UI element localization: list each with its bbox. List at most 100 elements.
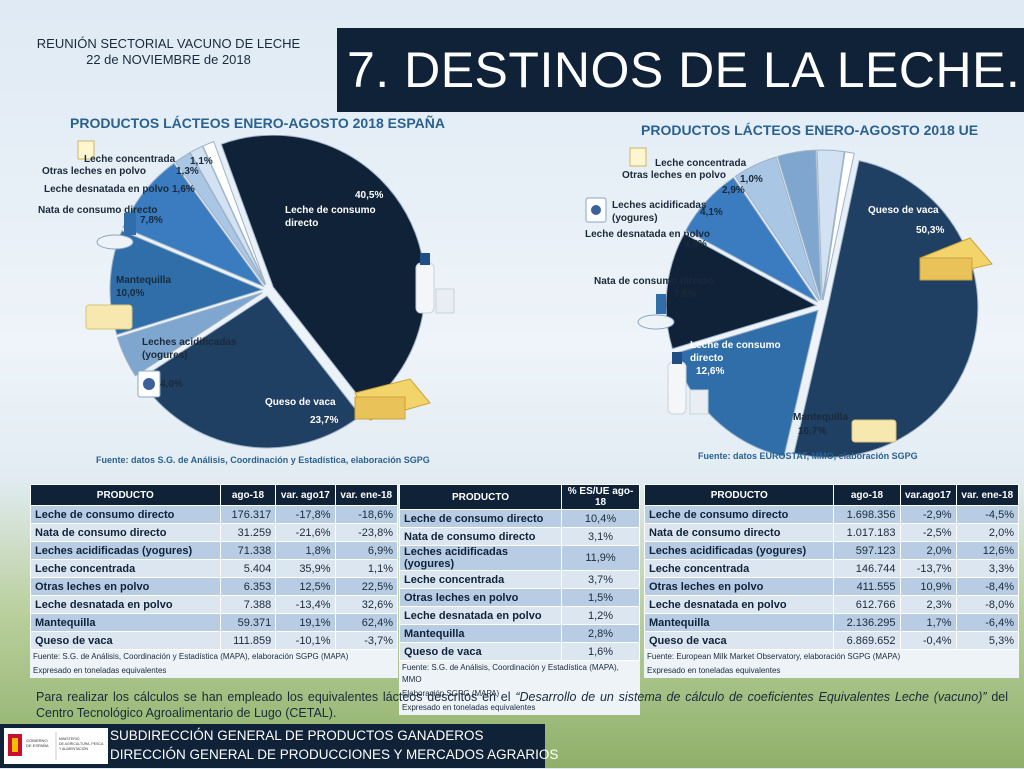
spain-header-ago-18: ago-18 [219,484,277,506]
svg-text:GOBIERNO: GOBIERNO [26,738,48,743]
spain-chart-title: PRODUCTOS LÁCTEOS ENERO-AGOSTO 2018 ESPA… [70,115,445,131]
eu-cell-7-2: -0,4% [899,631,957,650]
spain-cell-0-1: 176.317 [219,505,277,524]
spain-cell-5-2: -13,4% [275,595,336,614]
eu-cell-7-0: Queso de vaca [643,631,835,650]
spain-cell-4-2: 12,5% [275,577,336,596]
table-row: Leche desnatada en polvo 7.388 -13,4% 32,6% [30,595,399,614]
share-cell-7-0: Queso de vaca [398,642,563,661]
eu-slice-leche-desnatada-en-polvo [734,156,820,301]
es-label-leche-concentrada: Leche concentrada [84,154,176,165]
cream-icon [96,213,136,250]
eu-label-leche-desnatada-en-polvo: Leche desnatada en polvo [585,229,710,240]
milk-bottle-icon [415,253,455,314]
methodology-quote: “Desarrollo de un sistema de cálculo de … [515,690,987,704]
table-row: Leches acidificadas (yogures) 11,9% [398,545,640,571]
eu-cell-4-3: -8,4% [955,577,1020,596]
es-value-nata-de-consumo-directo: 7,8% [140,215,163,226]
eu-slice-leche-concentrada [822,151,855,301]
spain-cell-4-0: Otras leches en polvo [30,577,221,596]
spain-cell-1-1: 31.259 [219,523,277,542]
share-cell-5-1: 1,2% [561,606,640,625]
spain-table-wrapper: PRODUCTO ago-18 var. ago17 var. ene-18 Lech… [30,484,399,678]
eu-cell-3-0: Leche concentrada [643,559,835,578]
spain-table-unit: Expresado en toneladas equivalentes [30,664,398,678]
es-value-leche-de-consumo-directo: 40,5% [355,190,383,201]
spain-cell-2-0: Leches acidificadas (yogures) [30,541,221,560]
share-cell-3-0: Leche concentrada [398,570,563,589]
table-row: Mantequilla 2.136.295 1,7% -6,4% [643,613,1020,632]
page-title: 7. DESTINOS DE LA LECHE. [337,28,1024,112]
spain-cell-6-3: 62,4% [334,613,399,632]
share-cell-0-0: Leche de consumo directo [398,509,563,528]
spain-cell-3-2: 35,9% [275,559,336,578]
share-cell-1-0: Nata de consumo directo [398,527,563,546]
eu-value-queso-de-vaca: 50,3% [916,225,944,236]
eu-cell-0-0: Leche de consumo directo [643,505,835,524]
eu-value-mantequilla: 16,7% [798,426,826,437]
spain-header-var-ago17: var. ago17 [275,484,336,506]
eu-cell-1-1: 1.017.183 [833,523,901,542]
spain-cell-6-0: Mantequilla [30,613,221,632]
share-header-es-ue-ago-18: % ES/UE ago-18 [561,484,640,510]
table-row: Leche de consumo directo 1.698.356 -2,9% -4… [643,505,1020,524]
eu-header-var-ago17: var.ago17 [899,484,957,506]
eu-label-leche-de-consumo-directo-1: directo [690,353,723,364]
table-row: Otras leches en polvo 1,5% [398,588,640,607]
svg-text:MINISTERIO: MINISTERIO [59,737,80,741]
spain-cell-1-3: -23,8% [334,523,399,542]
butter-icon [85,304,133,330]
spain-cell-7-2: -10,1% [275,631,336,650]
cheese-icon [354,378,431,421]
es-label-otras-leches-en-polvo: Otras leches en polvo [42,166,146,177]
share-table-elab: Elaboración SGPG (MAPA) [399,687,640,701]
es-value-queso-de-vaca: 23,7% [310,415,338,426]
eu-header-producto: PRODUCTO [643,484,835,506]
eu-label-otras-leches-en-polvo: Otras leches en polvo [622,170,726,181]
spain-chart-source: Fuente: datos S.G. de Análisis, Coordina… [96,455,430,465]
share-table-wrapper: PRODUCTO% ES/UE ago-18 Leche de consumo … [398,484,640,715]
share-cell-4-1: 1,5% [561,588,640,607]
share-cell-5-0: Leche desnatada en polvo [398,606,563,625]
yogurt-icon [137,370,161,398]
share-cell-7-1: 1,6% [561,642,640,661]
eu-cell-0-2: -2,9% [899,505,957,524]
table-row: Leche desnatada en polvo 612.766 2,3% -8,0% [643,595,1020,614]
svg-text:DE ESPAÑA: DE ESPAÑA [26,743,49,748]
share-cell-6-1: 2,8% [561,624,640,643]
table-row: Queso de vaca 6.869.652 -0,4% 5,3% [643,631,1020,650]
spain-cell-0-0: Leche de consumo directo [30,505,221,524]
spain-cell-3-0: Leche concentrada [30,559,221,578]
eu-chart-source: Fuente: datos EUROSTAT, MMO, elaboración… [698,451,918,461]
spain-cell-5-3: 32,6% [334,595,399,614]
eu-chart-title: PRODUCTOS LÁCTEOS ENERO-AGOSTO 2018 UE [641,122,979,138]
spain-table: PRODUCTO ago-18 var. ago17 var. ene-18 Lech… [30,484,399,650]
svg-text:DE AGRICULTURA, PESCA: DE AGRICULTURA, PESCA [59,742,104,746]
eu-cell-4-0: Otras leches en polvo [643,577,835,596]
svg-text:Y ALIMENTACIÓN: Y ALIMENTACIÓN [59,746,89,751]
meeting-name: REUNIÓN SECTORIAL VACUNO DE LECHE [36,36,301,51]
eu-cell-1-0: Nata de consumo directo [643,523,835,542]
concentrated-milk-icon-eu [629,147,647,167]
table-row: Leches acidificadas (yogures) 597.123 2,0%… [643,541,1020,560]
spain-pie-slices [109,135,426,449]
spain-cell-2-3: 6,9% [334,541,399,560]
eu-header-var-ene-18: var. ene-18 [955,484,1020,506]
eu-cell-0-1: 1.698.356 [833,505,901,524]
es-label-queso-de-vaca: Queso de vaca [265,397,336,408]
eu-cell-2-0: Leches acidificadas (yogures) [643,541,835,560]
share-cell-2-0: Leches acidificadas (yogures) [398,545,563,571]
methodology-text: Para realizar los cálculos se han emplea… [36,690,516,704]
table-row: Leche concentrada 146.744 -13,7% 3,3% [643,559,1020,578]
eu-cell-1-3: 2,0% [955,523,1020,542]
eu-label-leche-de-consumo-directo: Leche de consumo [690,340,781,351]
table-row: Leches acidificadas (yogures) 71.338 1,8% 6… [30,541,399,560]
eu-cell-4-2: 10,9% [899,577,957,596]
table-row: Otras leches en polvo 411.555 10,9% -8,4% [643,577,1020,596]
eu-cell-5-0: Leche desnatada en polvo [643,595,835,614]
spain-cell-0-2: -17,8% [275,505,336,524]
eu-cell-7-1: 6.869.652 [833,631,901,650]
es-label-leche-desnatada-en-polvo: Leche desnatada en polvo [44,184,169,195]
spain-cell-7-3: -3,7% [334,631,399,650]
share-table-source: Fuente: S.G. de Análisis, Coordinación y… [399,661,640,687]
